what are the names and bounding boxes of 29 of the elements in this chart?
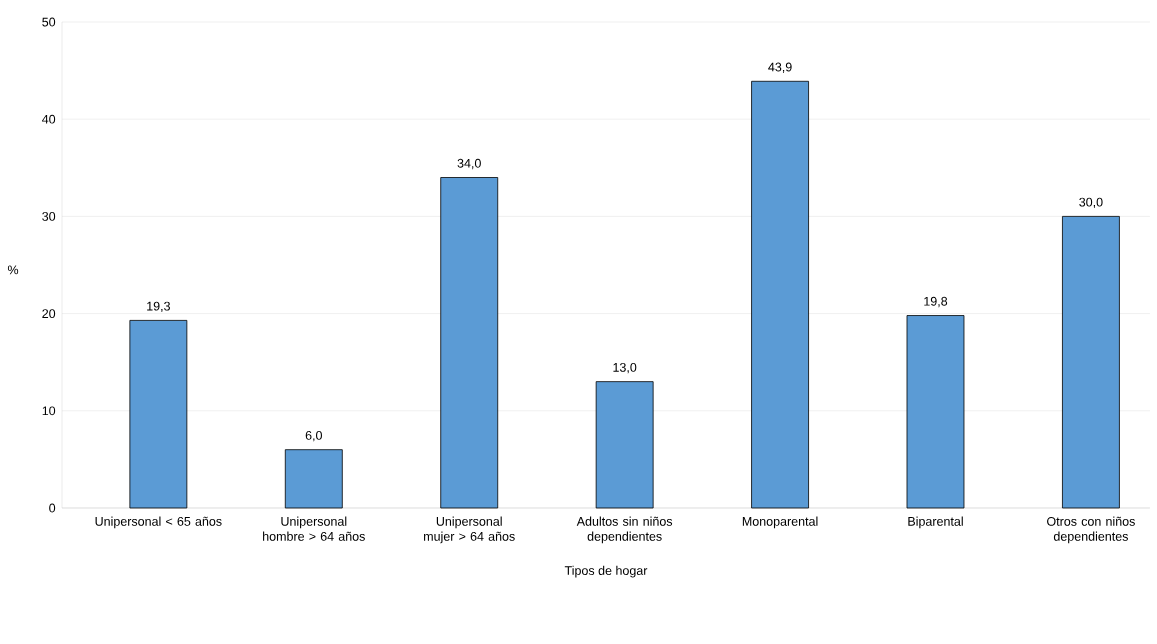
data-label: 34,0	[457, 158, 481, 170]
y-tick-label: 20	[42, 309, 56, 319]
x-tick-label: Unipersonal mujer > 64 años	[424, 516, 515, 544]
y-tick-label: 50	[42, 17, 56, 27]
y-tick-label: 10	[42, 406, 56, 416]
bar	[595, 381, 654, 509]
x-tick-label: Biparental	[908, 516, 963, 529]
bar	[751, 80, 809, 509]
x-tick-label: Adultos sin niños dependientes	[576, 516, 673, 544]
data-label: 6,0	[305, 430, 322, 442]
x-tick-label: Monoparental	[742, 516, 818, 529]
y-tick-label: 40	[42, 114, 56, 124]
bar	[440, 177, 499, 509]
data-label: 19,3	[147, 301, 170, 313]
y-tick-label: 0	[49, 503, 56, 513]
bar	[1062, 215, 1120, 509]
bar	[284, 449, 343, 509]
x-tick-label: Unipersonal < 65 años	[95, 516, 222, 529]
bar	[129, 320, 188, 509]
y-axis-title: %	[7, 265, 19, 275]
bar	[906, 315, 965, 509]
data-label: 30,0	[1079, 197, 1103, 209]
data-label: 43,9	[768, 62, 792, 73]
data-label: 19,8	[924, 296, 948, 308]
x-tick-label: Otros con niños dependientes	[1047, 516, 1135, 544]
x-axis-title: Tipos de hogar	[564, 565, 648, 578]
data-label: 13,0	[613, 362, 637, 374]
x-tick-label: Unipersonal hombre > 64 años	[263, 516, 365, 541]
y-tick-label: 30	[42, 211, 56, 221]
